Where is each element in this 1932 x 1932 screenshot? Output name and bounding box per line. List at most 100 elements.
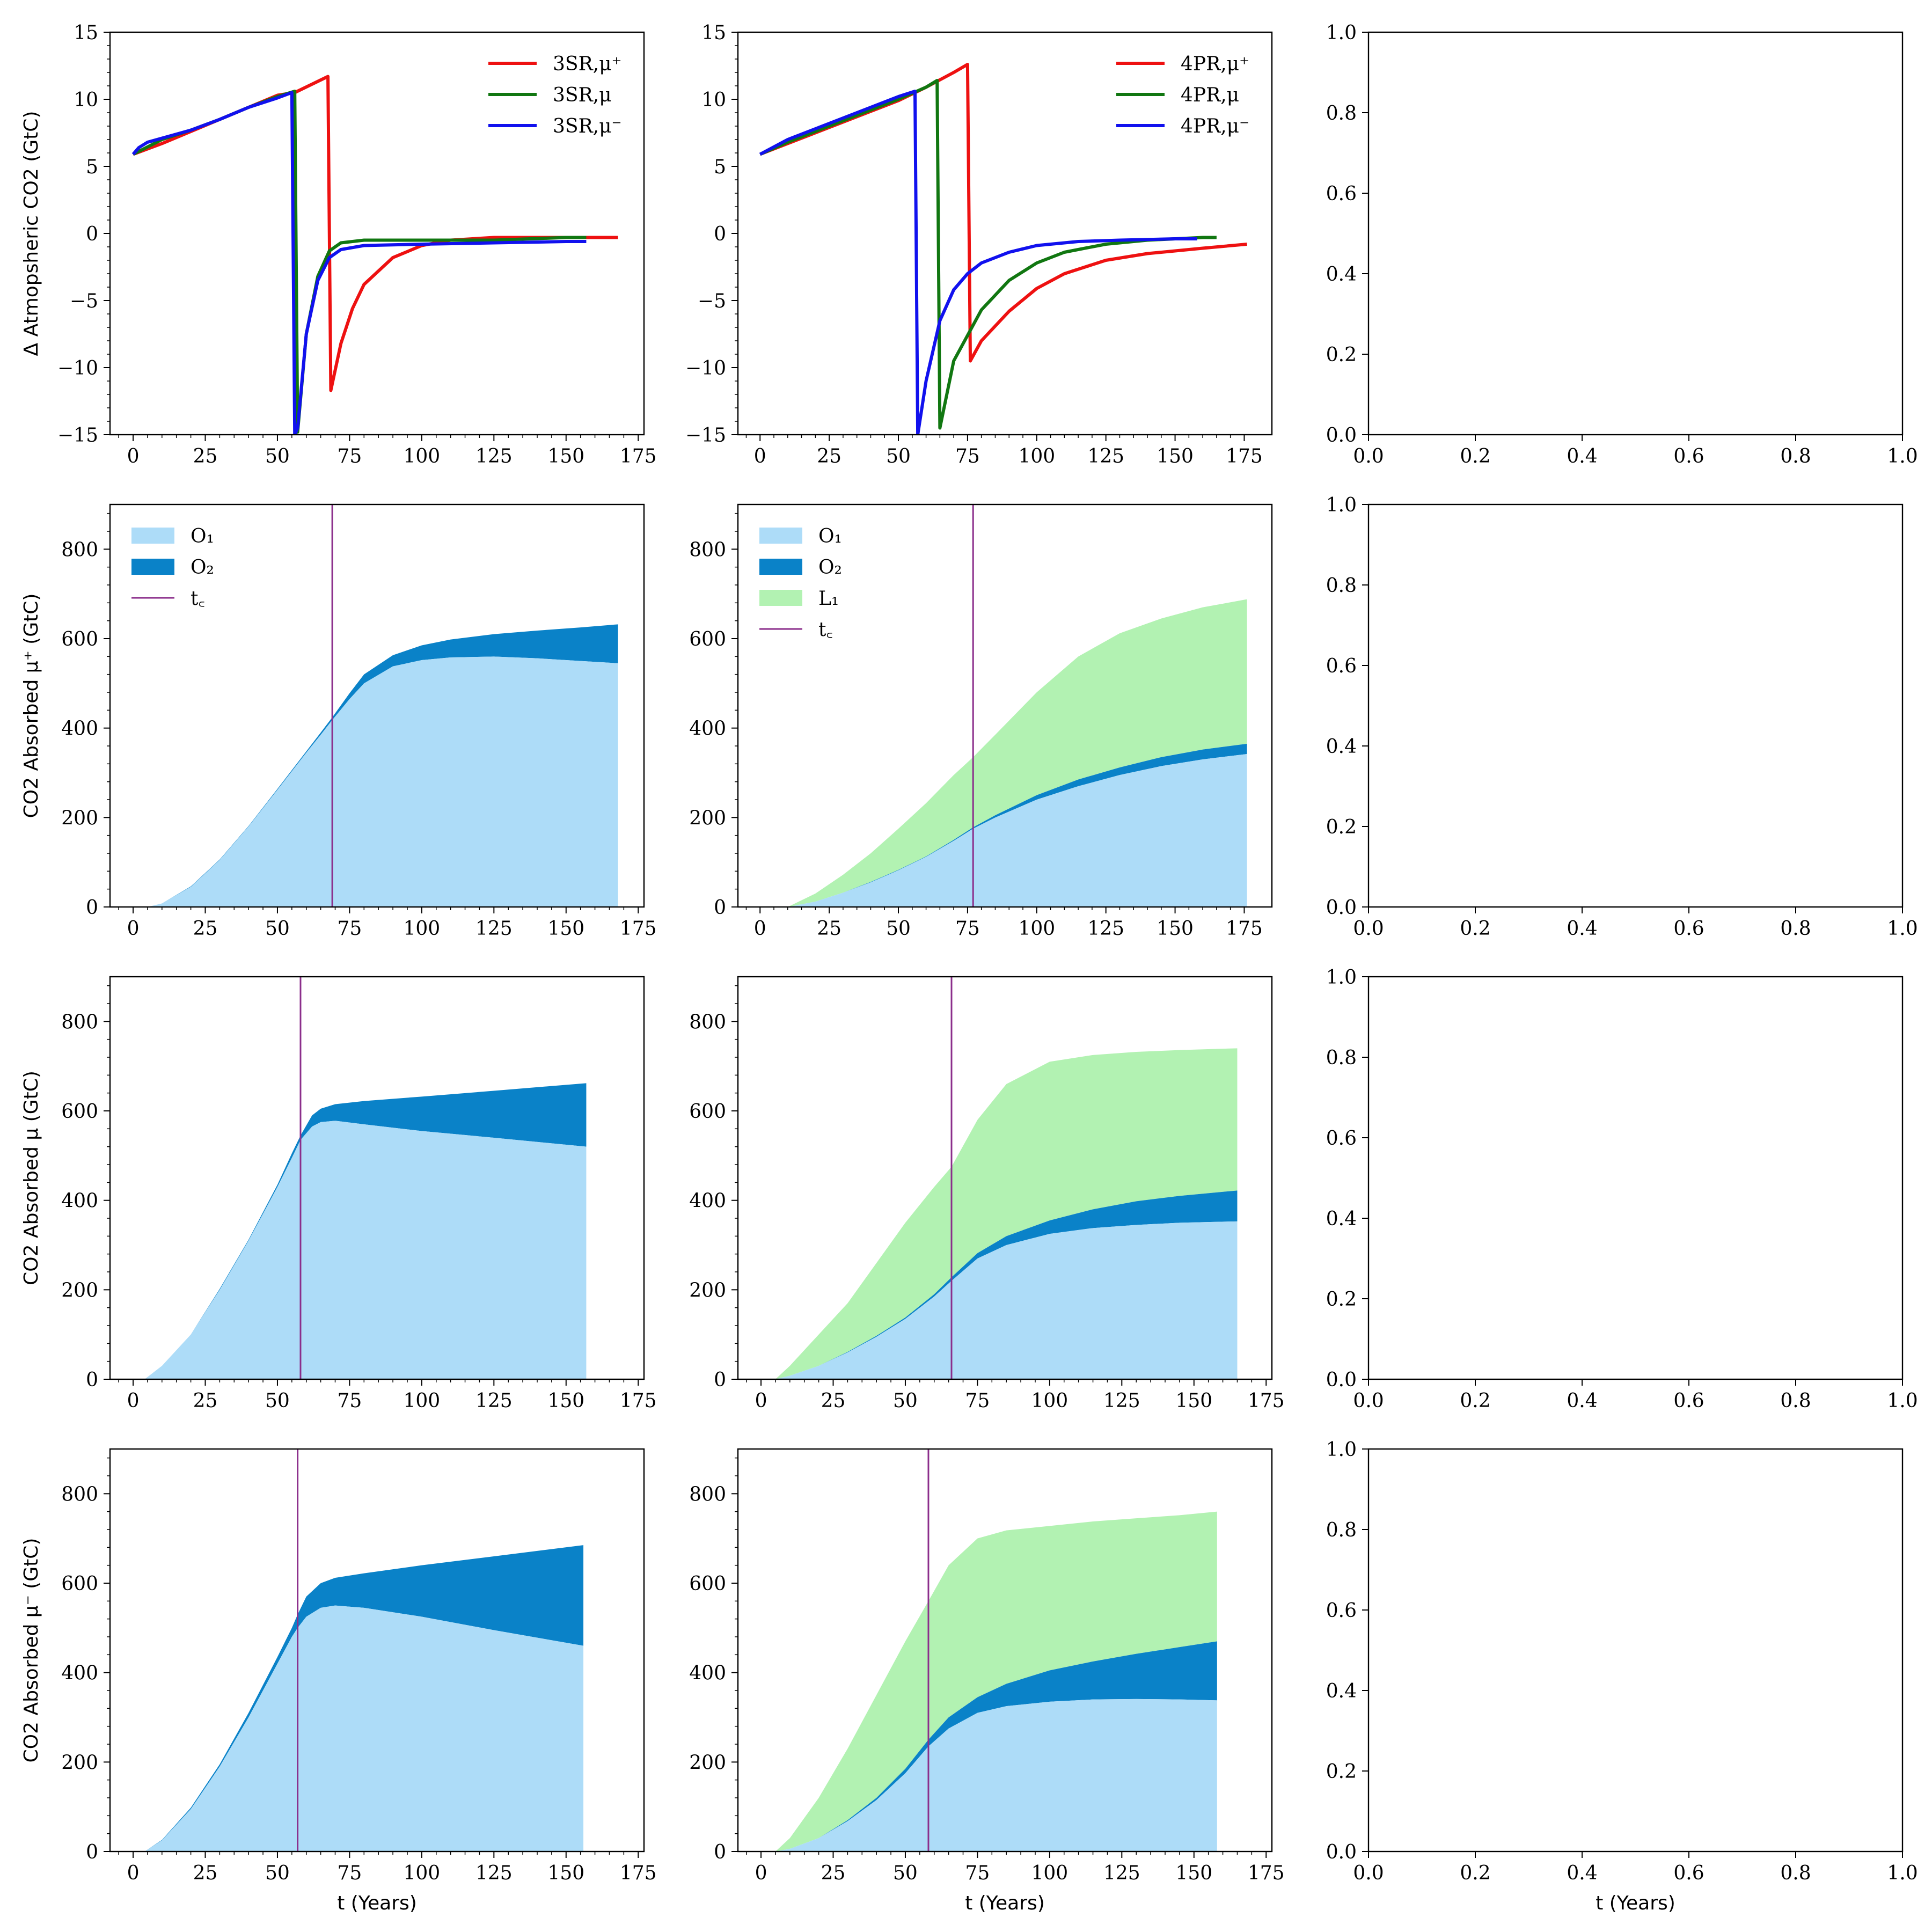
axes-frame: [737, 1448, 1273, 1853]
x-tick-label: 100: [1018, 445, 1055, 467]
plot-area: [144, 1449, 584, 1851]
x-tick-label: 0: [755, 1390, 767, 1412]
panel-r3c0: 0 25 50 75 100 125 150 175 0 200 400 600 800 CO2 Abso…: [20, 1448, 657, 1914]
x-tick-label: 125: [1103, 1862, 1140, 1884]
x-tick-label: 50: [893, 1862, 918, 1884]
y-tick-label: 0.4: [1326, 1680, 1357, 1702]
area-l1: [775, 1511, 1217, 1851]
y-tick-label: 0.6: [1326, 655, 1357, 677]
x-tick-label: 175: [1226, 445, 1263, 467]
panel-r1c1: 0 25 50 75 100 125 150 175 0 200 400 600 800 O₁ O₂ L₁ t꜀: [689, 503, 1273, 940]
x-tick-label: 100: [1018, 918, 1055, 940]
legend-label: 4PR,μ⁺: [1181, 53, 1249, 75]
y-tick-label: 400: [61, 1663, 98, 1685]
y-tick-label: −5: [698, 290, 726, 312]
area-o1: [144, 1605, 584, 1851]
x-tick-label: 150: [547, 445, 584, 467]
axes-frame: [1367, 1448, 1904, 1853]
y-tick-label: 600: [689, 628, 726, 650]
plot-area: [131, 75, 618, 435]
x-tick-label: 25: [193, 1862, 218, 1884]
y-tick-label: 200: [689, 807, 726, 829]
y-tick-label: 0: [714, 223, 726, 245]
y-tick-label: 200: [689, 1752, 726, 1774]
y-tick-label: 800: [689, 1483, 726, 1505]
y-tick-label: 600: [689, 1101, 726, 1123]
area-o2: [775, 1641, 1217, 1851]
x-tick-label: 0.6: [1673, 1390, 1704, 1412]
axes-frame: [1367, 31, 1904, 436]
x-tick-label: 0: [127, 918, 140, 940]
x-axis-label: t (Years): [337, 1892, 417, 1914]
y-tick-label: 0.2: [1326, 344, 1357, 366]
x-tick-label: 0.8: [1780, 918, 1811, 940]
legend-label: O₂: [191, 557, 214, 579]
x-tick-label: 125: [475, 445, 513, 467]
x-tick-label: 125: [475, 1862, 513, 1884]
y-tick-label: 800: [61, 1011, 98, 1033]
area-o1: [144, 1121, 587, 1379]
x-tick-label: 50: [265, 1390, 290, 1412]
y-tick-label: 0.6: [1326, 183, 1357, 205]
y-tick-label: 0.6: [1326, 1128, 1357, 1150]
x-tick-label: 125: [1087, 918, 1124, 940]
y-tick-label: 400: [689, 718, 726, 740]
panel-r0c0: 0 25 50 75 100 125 150 175 −15 −10 −5 0 5 10 15 Δ Atmop…: [20, 22, 657, 467]
y-tick-label: 400: [61, 718, 98, 740]
x-tick-label: 150: [547, 918, 584, 940]
x-tick-label: 125: [475, 1390, 513, 1412]
x-tick-label: 50: [886, 918, 911, 940]
x-tick-label: 150: [1157, 445, 1194, 467]
x-tick-label: 0: [127, 445, 140, 467]
y-tick-label: 15: [701, 22, 726, 44]
y-tick-label: −15: [685, 425, 726, 447]
x-tick-label: 100: [404, 1390, 441, 1412]
y-axis-label: CO2 Absorbed μ⁺ (GtC): [20, 594, 42, 818]
panel-r2c0: 0 25 50 75 100 125 150 175 0 200 400 600 800 CO2 Abso…: [20, 976, 657, 1412]
x-tick-label: 150: [547, 1390, 584, 1412]
x-tick-label: 100: [1031, 1390, 1069, 1412]
legend-label: L₁: [818, 588, 839, 610]
y-axis-label: Δ Atmopsheric CO2 (GtC): [20, 111, 42, 356]
axes-frame: [737, 976, 1273, 1380]
y-tick-label: 0.2: [1326, 816, 1357, 838]
x-tick-label: 100: [404, 1862, 441, 1884]
x-tick-label: 175: [620, 445, 657, 467]
area-o2: [144, 1083, 587, 1379]
legend-label: t꜀: [191, 588, 205, 610]
x-tick-label: 0.0: [1353, 445, 1384, 467]
y-tick-label: 0: [714, 1841, 726, 1863]
legend-label: O₁: [818, 525, 842, 547]
y-tick-label: 10: [74, 89, 98, 111]
y-tick-label: 200: [61, 807, 98, 829]
plot-area: [144, 977, 587, 1379]
x-tick-label: 75: [337, 918, 362, 940]
y-tick-label: 0: [86, 223, 98, 245]
area-o1: [787, 754, 1247, 907]
legend-swatch: [759, 559, 802, 575]
axes-frame: [109, 976, 645, 1380]
x-tick-label: 1.0: [1887, 445, 1918, 467]
plot-area: [775, 1449, 1217, 1851]
legend-swatch: [131, 559, 174, 575]
y-axis-label: CO2 Absorbed μ⁻ (GtC): [20, 1538, 42, 1763]
y-tick-label: 0.8: [1326, 1519, 1357, 1541]
area-l1: [775, 1048, 1238, 1379]
x-tick-label: 125: [1103, 1390, 1140, 1412]
x-tick-label: 175: [1226, 918, 1263, 940]
x-tick-label: 0: [127, 1862, 140, 1884]
x-tick-label: 175: [620, 918, 657, 940]
x-tick-label: 175: [1248, 1862, 1285, 1884]
x-tick-label: 0.2: [1460, 918, 1490, 940]
x-tick-label: 100: [404, 445, 441, 467]
x-tick-label: 0: [755, 1862, 767, 1884]
panel-r1c0: 0 25 50 75 100 125 150 175 0 200 400 600 800 CO2 Abso…: [20, 503, 657, 940]
y-tick-label: 5: [86, 156, 98, 178]
x-tick-label: 25: [193, 1390, 218, 1412]
y-tick-label: 1.0: [1326, 1439, 1357, 1461]
legend-label: 4PR,μ: [1181, 84, 1239, 106]
x-tick-label: 0.2: [1460, 1862, 1490, 1884]
area-o1: [775, 1221, 1238, 1379]
x-tick-label: 100: [404, 918, 441, 940]
